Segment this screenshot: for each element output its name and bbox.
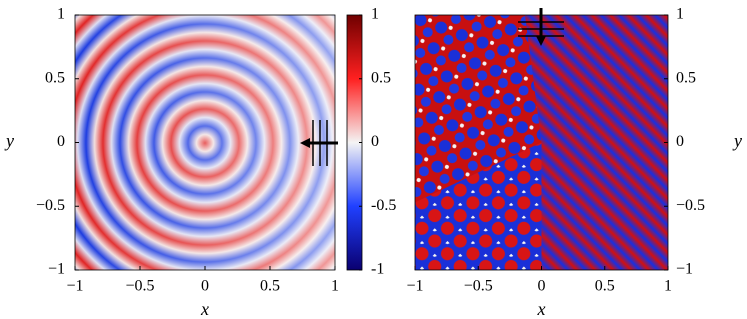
y-axis-label: y [732,131,742,151]
x-tick-label: −0.5 [464,278,493,295]
field-scatter [415,15,542,203]
y-tick-label: −1 [48,261,65,278]
colorbar-tick-label: -0.5 [371,197,396,214]
y-axis-label: y [4,131,14,151]
x-tick-label: 1 [664,278,672,295]
y-tick-label: 0 [676,133,684,150]
field-interference [415,142,542,270]
colorbar-tick-label: 0.5 [371,69,391,86]
colorbar-tick-label: 0 [371,133,379,150]
annotation-arrows [300,8,564,166]
x-tick-label: 0.5 [260,278,280,295]
y-tick-label: 0.5 [676,69,696,86]
x-axis-label: x [537,299,546,319]
x-axis-label: x [200,299,209,319]
x-tick-label: 1 [331,278,339,295]
y-tick-label: 1 [676,6,684,23]
y-tick-label: −0.5 [36,197,65,214]
colorbar-tick-label: 1 [371,6,379,23]
x-tick-label: 0 [201,278,209,295]
x-tick-label: −1 [66,278,83,295]
y-tick-label: 0.5 [45,69,65,86]
field-fade [75,15,335,270]
y-tick-label: −1 [676,261,693,278]
x-tick-label: 0.5 [595,278,615,295]
colorbar-tick-label: -1 [371,261,384,278]
y-tick-label: −0.5 [676,197,705,214]
y-tick-label: 1 [57,6,65,23]
x-tick-label: −0.5 [125,278,154,295]
x-tick-label: 0 [538,278,546,295]
y-tick-label: 0 [57,133,65,150]
x-tick-label: −1 [406,278,423,295]
